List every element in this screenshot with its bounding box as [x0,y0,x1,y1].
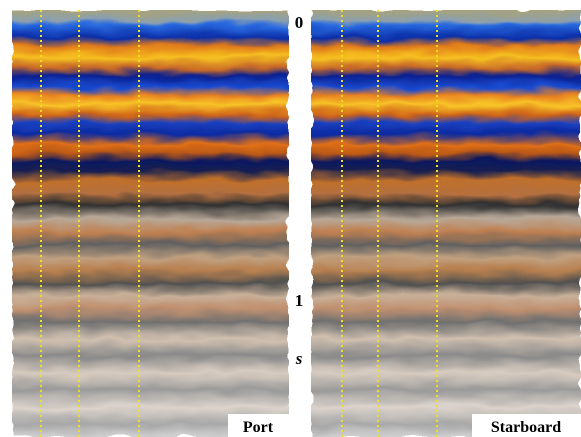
starboard-panel: Starboard [311,10,581,437]
radargram [12,10,289,437]
marker-lines [341,10,438,437]
radargram [311,10,581,437]
marker-lines [40,10,140,437]
panel-label: Port [243,419,274,436]
time-unit-label: s [295,349,303,368]
panel-label: Starboard [491,419,561,436]
port-panel: Port [12,10,289,437]
time-start-label: 0 [295,13,304,32]
label-box [228,414,289,437]
time-end-label: 1 [295,291,304,310]
label-box [472,414,581,437]
